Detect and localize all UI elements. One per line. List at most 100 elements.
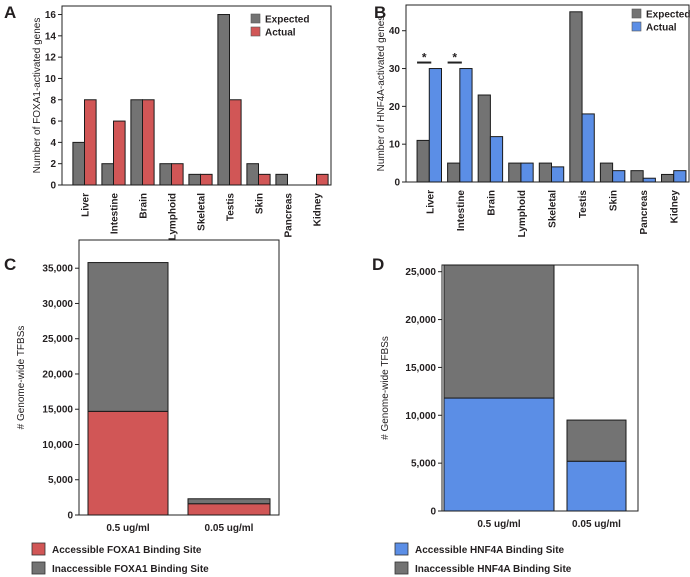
legend-swatch: [394, 542, 409, 556]
y-tick-label: 2: [50, 159, 56, 170]
y-tick-label: 6: [50, 117, 56, 128]
y-tick-label: 4: [50, 138, 56, 149]
significance-star: *: [422, 51, 427, 65]
bar-expected-pancreas: [275, 173, 288, 186]
bar-expected-skeletal: [188, 173, 201, 186]
bar-actual-kidney: [673, 170, 687, 183]
plot-frame: [441, 264, 639, 512]
x-tick-label: Skeletal: [197, 193, 208, 231]
bar-expected-brain: [477, 94, 491, 183]
legend-label: Inaccessible HNF4A Binding Site: [415, 564, 572, 575]
legend-swatch-actual: [250, 26, 261, 37]
plot-frame: [61, 5, 332, 186]
x-tick-label: Pancreas: [284, 193, 295, 238]
y-tick-label: 35,000: [42, 264, 73, 275]
bar-actual-skeletal: [200, 173, 213, 186]
y-tick-label: 0: [430, 507, 436, 518]
y-tick-label: 20,000: [405, 315, 436, 326]
bar-actual-intestine: [459, 68, 473, 183]
bar-actual-liver: [428, 68, 442, 183]
y-tick-label: 5,000: [48, 475, 73, 486]
x-tick-label: Skin: [609, 190, 620, 211]
y-tick-label: 10: [389, 140, 401, 151]
bar-actual-pancreas: [642, 177, 656, 183]
x-tick-label: 0.5 ug/ml: [477, 519, 521, 530]
y-tick-label: 25,000: [405, 267, 436, 278]
y-axis-label: # Genome-wide TFBSs: [380, 336, 391, 440]
bar-expected-testis: [217, 14, 230, 186]
x-tick-label: Lymphoid: [517, 190, 528, 237]
y-tick-label: 16: [45, 10, 57, 21]
y-tick-label: 20,000: [42, 369, 73, 380]
legend-label-expected: Expected: [265, 15, 309, 26]
panel-label-A: A: [4, 3, 16, 22]
x-tick-label: Testis: [578, 190, 589, 219]
bar-expected-liver: [72, 141, 86, 186]
x-tick-label: Liver: [425, 190, 436, 214]
legend-label: Inaccessible FOXA1 Binding Site: [52, 564, 209, 575]
x-tick-label: 0.05 ug/ml: [205, 523, 254, 534]
x-tick-label: Kidney: [670, 190, 681, 224]
bar-expected-pancreas: [630, 170, 644, 183]
x-tick-label: 0.5 ug/ml: [106, 523, 150, 534]
legend-label-actual: Actual: [265, 28, 296, 39]
x-tick-label: Liver: [81, 193, 92, 217]
bar-expected-brain: [130, 99, 143, 186]
stacked-bar-inaccessible: [443, 264, 555, 399]
y-tick-label: 8: [50, 95, 56, 106]
bar-actual-brain: [489, 136, 504, 183]
x-tick-label: Kidney: [313, 193, 324, 227]
stacked-bar-accessible: [566, 460, 627, 512]
legend-label: Accessible FOXA1 Binding Site: [52, 545, 202, 556]
bar-actual-skeletal: [551, 166, 565, 183]
y-tick-label: 15,000: [405, 363, 436, 374]
x-tick-label: Pancreas: [639, 190, 650, 235]
stacked-bar-inaccessible: [87, 262, 169, 412]
bar-expected-intestine: [447, 162, 461, 183]
legend-swatch: [394, 561, 409, 575]
y-tick-label: 10,000: [405, 411, 436, 422]
plot-frame: [78, 239, 280, 516]
bar-actual-intestine: [113, 120, 126, 186]
bar-actual-skin: [612, 170, 626, 183]
y-tick-label: 12: [45, 53, 57, 64]
y-tick-label: 20: [389, 102, 401, 113]
y-tick-label: 40: [389, 26, 401, 37]
x-tick-label: Lymphoid: [168, 193, 179, 240]
y-tick-label: 5,000: [411, 459, 436, 470]
legend-label-actual: Actual: [646, 23, 677, 34]
y-tick-label: 25,000: [42, 334, 73, 345]
bar-expected-intestine: [101, 163, 115, 186]
legend-label: Accessible HNF4A Binding Site: [415, 545, 565, 556]
panel-label-B: B: [374, 3, 386, 22]
stacked-bar-inaccessible: [566, 419, 627, 462]
x-tick-label: Skeletal: [548, 190, 559, 228]
bar-actual-liver: [84, 99, 97, 186]
plot-frame: [405, 4, 690, 183]
bar-actual-skin: [258, 173, 271, 186]
y-tick-label: 10,000: [42, 440, 73, 451]
bar-expected-lymphoid: [159, 163, 172, 186]
y-tick-label: 30,000: [42, 299, 73, 310]
bar-actual-testis: [229, 99, 242, 186]
x-tick-label: Brain: [486, 190, 497, 216]
bar-expected-kidney: [661, 173, 675, 183]
x-tick-label: Intestine: [110, 193, 121, 235]
significance-star: *: [452, 51, 457, 65]
panel-label-C: C: [4, 255, 16, 274]
bar-expected-skeletal: [538, 162, 552, 183]
stacked-bar-accessible: [187, 503, 271, 516]
y-tick-label: 30: [389, 64, 401, 75]
bar-actual-kidney: [316, 173, 329, 186]
bar-expected-testis: [569, 11, 583, 183]
stacked-bar-inaccessible: [187, 498, 271, 505]
stacked-bar-accessible: [87, 410, 169, 516]
y-axis-label: # Genome-wide TFBSs: [16, 326, 27, 430]
y-tick-label: 0: [394, 178, 400, 189]
y-tick-label: 10: [45, 74, 57, 85]
y-axis-label: Number of HNF4A-activated genes: [376, 16, 387, 172]
bar-actual-lymphoid: [520, 162, 534, 183]
x-tick-label: Skin: [255, 193, 266, 214]
legend-swatch: [31, 542, 46, 556]
